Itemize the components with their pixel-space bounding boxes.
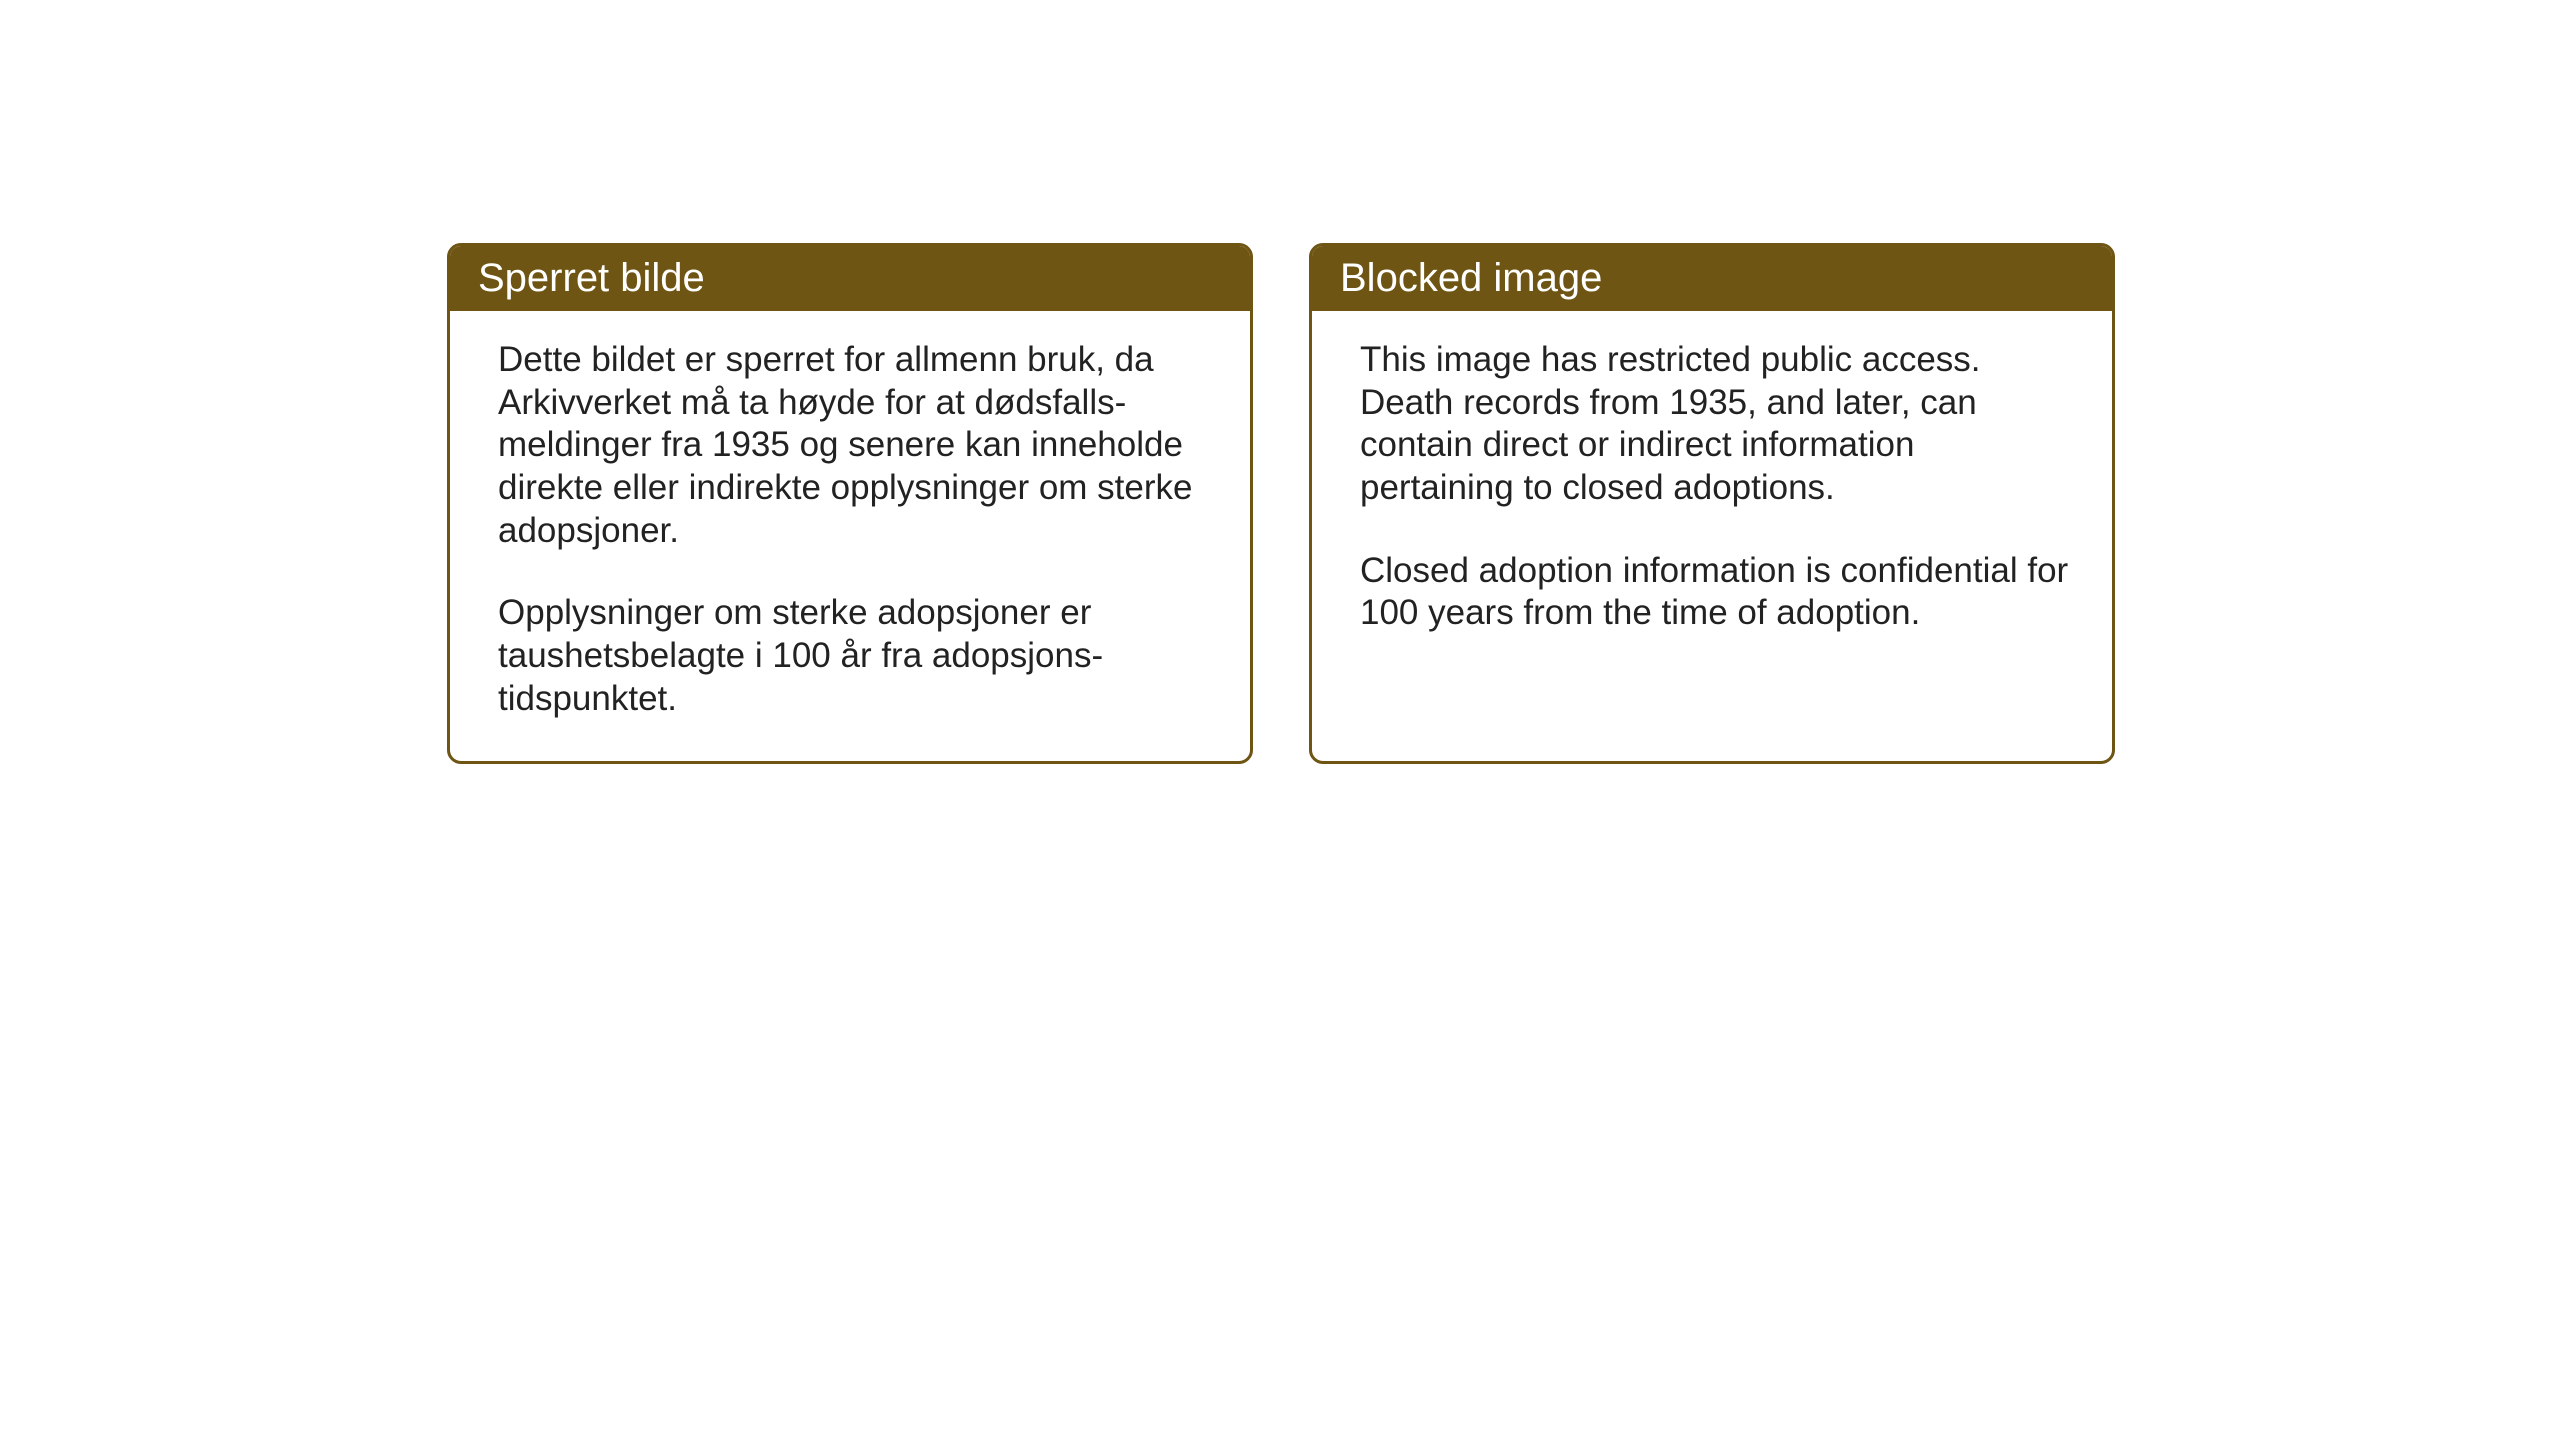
card-header-norwegian: Sperret bilde	[450, 246, 1250, 311]
card-paragraph-english-1: This image has restricted public access.…	[1360, 339, 2072, 510]
card-paragraph-norwegian-1: Dette bildet er sperret for allmenn bruk…	[498, 339, 1210, 552]
card-title-english: Blocked image	[1340, 256, 1602, 300]
card-header-english: Blocked image	[1312, 246, 2112, 311]
card-paragraph-norwegian-2: Opplysninger om sterke adopsjoner er tau…	[498, 592, 1210, 720]
notice-card-english: Blocked image This image has restricted …	[1309, 243, 2115, 764]
card-title-norwegian: Sperret bilde	[478, 256, 705, 300]
notice-card-norwegian: Sperret bilde Dette bildet er sperret fo…	[447, 243, 1253, 764]
card-paragraph-english-2: Closed adoption information is confident…	[1360, 550, 2072, 635]
card-body-norwegian: Dette bildet er sperret for allmenn bruk…	[450, 311, 1250, 761]
card-body-english: This image has restricted public access.…	[1312, 311, 2112, 675]
notice-container: Sperret bilde Dette bildet er sperret fo…	[447, 243, 2115, 764]
